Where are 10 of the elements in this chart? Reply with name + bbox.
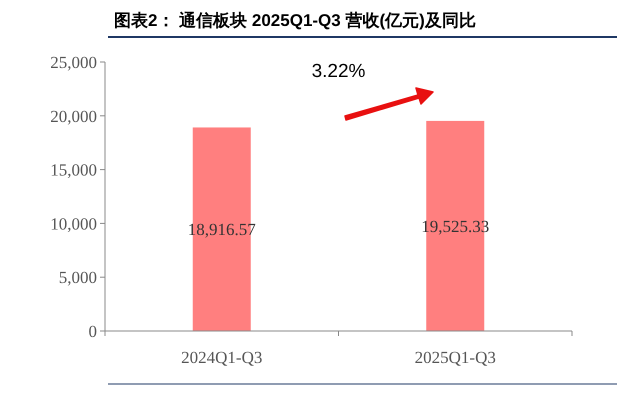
- annotation: 3.22%: [312, 61, 366, 82]
- y-tick-label: 5,000: [58, 268, 97, 288]
- y-tick-label: 25,000: [50, 53, 97, 72]
- chart-title: 图表2： 通信板块 2025Q1-Q3 营收(亿元)及同比: [114, 11, 476, 30]
- y-tick-label: 10,000: [50, 214, 97, 234]
- y-tick-label: 15,000: [50, 160, 97, 180]
- y-tick-label: 0: [88, 322, 97, 341]
- x-tick-label: 2025Q1-Q3: [414, 348, 496, 367]
- y-tick-label: 20,000: [50, 106, 97, 126]
- x-tick-label: 2024Q1-Q3: [181, 348, 262, 367]
